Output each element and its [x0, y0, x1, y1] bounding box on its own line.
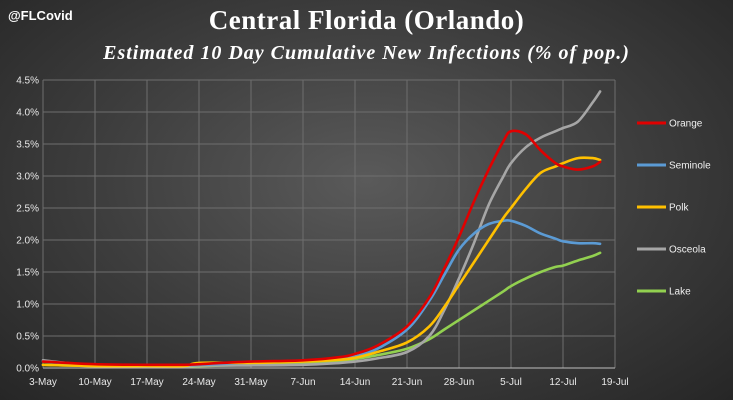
x-tick-label: 21-Jun: [392, 377, 423, 388]
x-tick-label: 14-Jun: [340, 377, 371, 388]
legend-label-seminole: Seminole: [669, 161, 711, 172]
y-tick-label: 1.0%: [16, 300, 39, 311]
series-line-polk: [41, 156, 602, 368]
y-tick-label: 3.5%: [16, 140, 39, 151]
legend-label-osceola: Osceola: [669, 245, 706, 256]
x-tick-label: 7-Jun: [290, 377, 315, 388]
legend-label-lake: Lake: [669, 287, 691, 298]
y-tick-label: 2.0%: [16, 236, 39, 247]
y-tick-label: 4.5%: [16, 76, 39, 87]
x-tick-label: 12-Jul: [549, 377, 576, 388]
chart-subtitle: Estimated 10 Day Cumulative New Infectio…: [103, 42, 630, 64]
y-tick-label: 0.5%: [16, 332, 39, 343]
x-tick-label: 5-Jul: [500, 377, 522, 388]
x-tick-label: 3-May: [29, 377, 57, 388]
chart-title: Central Florida (Orlando): [208, 5, 525, 35]
x-tick-label: 10-May: [78, 377, 111, 388]
x-tick-label: 28-Jun: [444, 377, 475, 388]
y-tick-label: 3.0%: [16, 172, 39, 183]
handle-label: @FLCovid: [8, 8, 73, 23]
chart-series: [41, 90, 602, 368]
y-tick-label: 1.5%: [16, 268, 39, 279]
y-tick-label: 2.5%: [16, 204, 39, 215]
series-line-orange: [41, 129, 602, 367]
chart-axes: 0.0% 0.5% 1.0% 1.5% 2.0% 2.5% 3.0% 3.5% 4.0% 4.5%…: [16, 76, 628, 389]
legend-label-orange: Orange: [669, 119, 703, 130]
x-tick-label: 24-May: [182, 377, 215, 388]
y-tick-label: 0.0%: [16, 364, 39, 375]
x-tick-label: 17-May: [130, 377, 163, 388]
series-line-osceola: [41, 90, 602, 368]
series-line-seminole: [41, 218, 602, 367]
series-line-lake: [41, 251, 602, 368]
x-tick-label: 31-May: [234, 377, 267, 388]
chart-grid: [42, 79, 616, 369]
x-tick-label: 19-Jul: [601, 377, 628, 388]
chart-legend: Orange Seminole Polk Osceola Lake: [637, 119, 711, 298]
y-tick-label: 4.0%: [16, 108, 39, 119]
legend-label-polk: Polk: [669, 203, 689, 214]
